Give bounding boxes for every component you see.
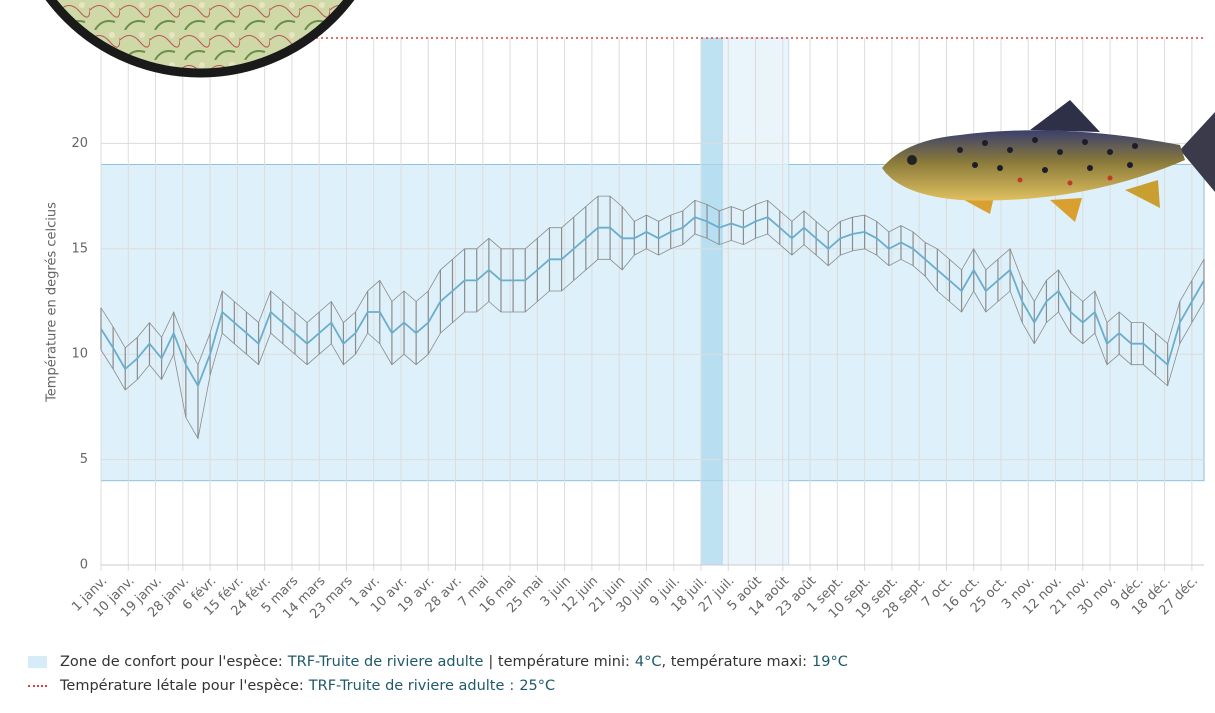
legend-lethal: Température létale pour l'espèce: TRF-Tr… — [28, 674, 848, 698]
legend-value: 25°C — [519, 678, 556, 694]
max-line — [100, 195, 1205, 366]
y-tick-label: 10 — [71, 347, 88, 362]
legend-swatch — [28, 685, 47, 687]
legend-species: TRF-Truite de riviere adulte — [287, 654, 484, 670]
legend-text: : — [509, 678, 515, 694]
y-axis-label: Température en degrés celcius — [45, 202, 60, 403]
legend-text: , température maxi: — [661, 654, 808, 670]
legend-swatch — [28, 656, 47, 668]
legend-max: 19°C — [812, 654, 848, 670]
y-tick-label: 0 — [80, 558, 88, 573]
period-highlight — [700, 37, 723, 566]
y-tick-label: 20 — [71, 136, 88, 151]
legend-min: 4°C — [634, 654, 662, 670]
legend-species: TRF-Truite de riviere adulte — [308, 678, 505, 694]
y-tick-label: 5 — [80, 452, 88, 467]
y-tick-label: 15 — [71, 241, 88, 256]
legend-text: Température létale pour l'espèce: — [60, 678, 304, 694]
legend: Zone de confort pour l'espèce: TRF-Truit… — [28, 650, 848, 698]
mean-line — [100, 216, 1205, 388]
min-line — [100, 233, 1205, 440]
comfort-zone — [100, 163, 1205, 482]
chart: Température en degrés celcius 051015201 … — [45, 37, 1205, 622]
legend-comfort: Zone de confort pour l'espèce: TRF-Truit… — [28, 650, 848, 674]
legend-text: Zone de confort pour l'espèce: — [60, 654, 283, 670]
legend-text: | température mini: — [488, 654, 630, 670]
